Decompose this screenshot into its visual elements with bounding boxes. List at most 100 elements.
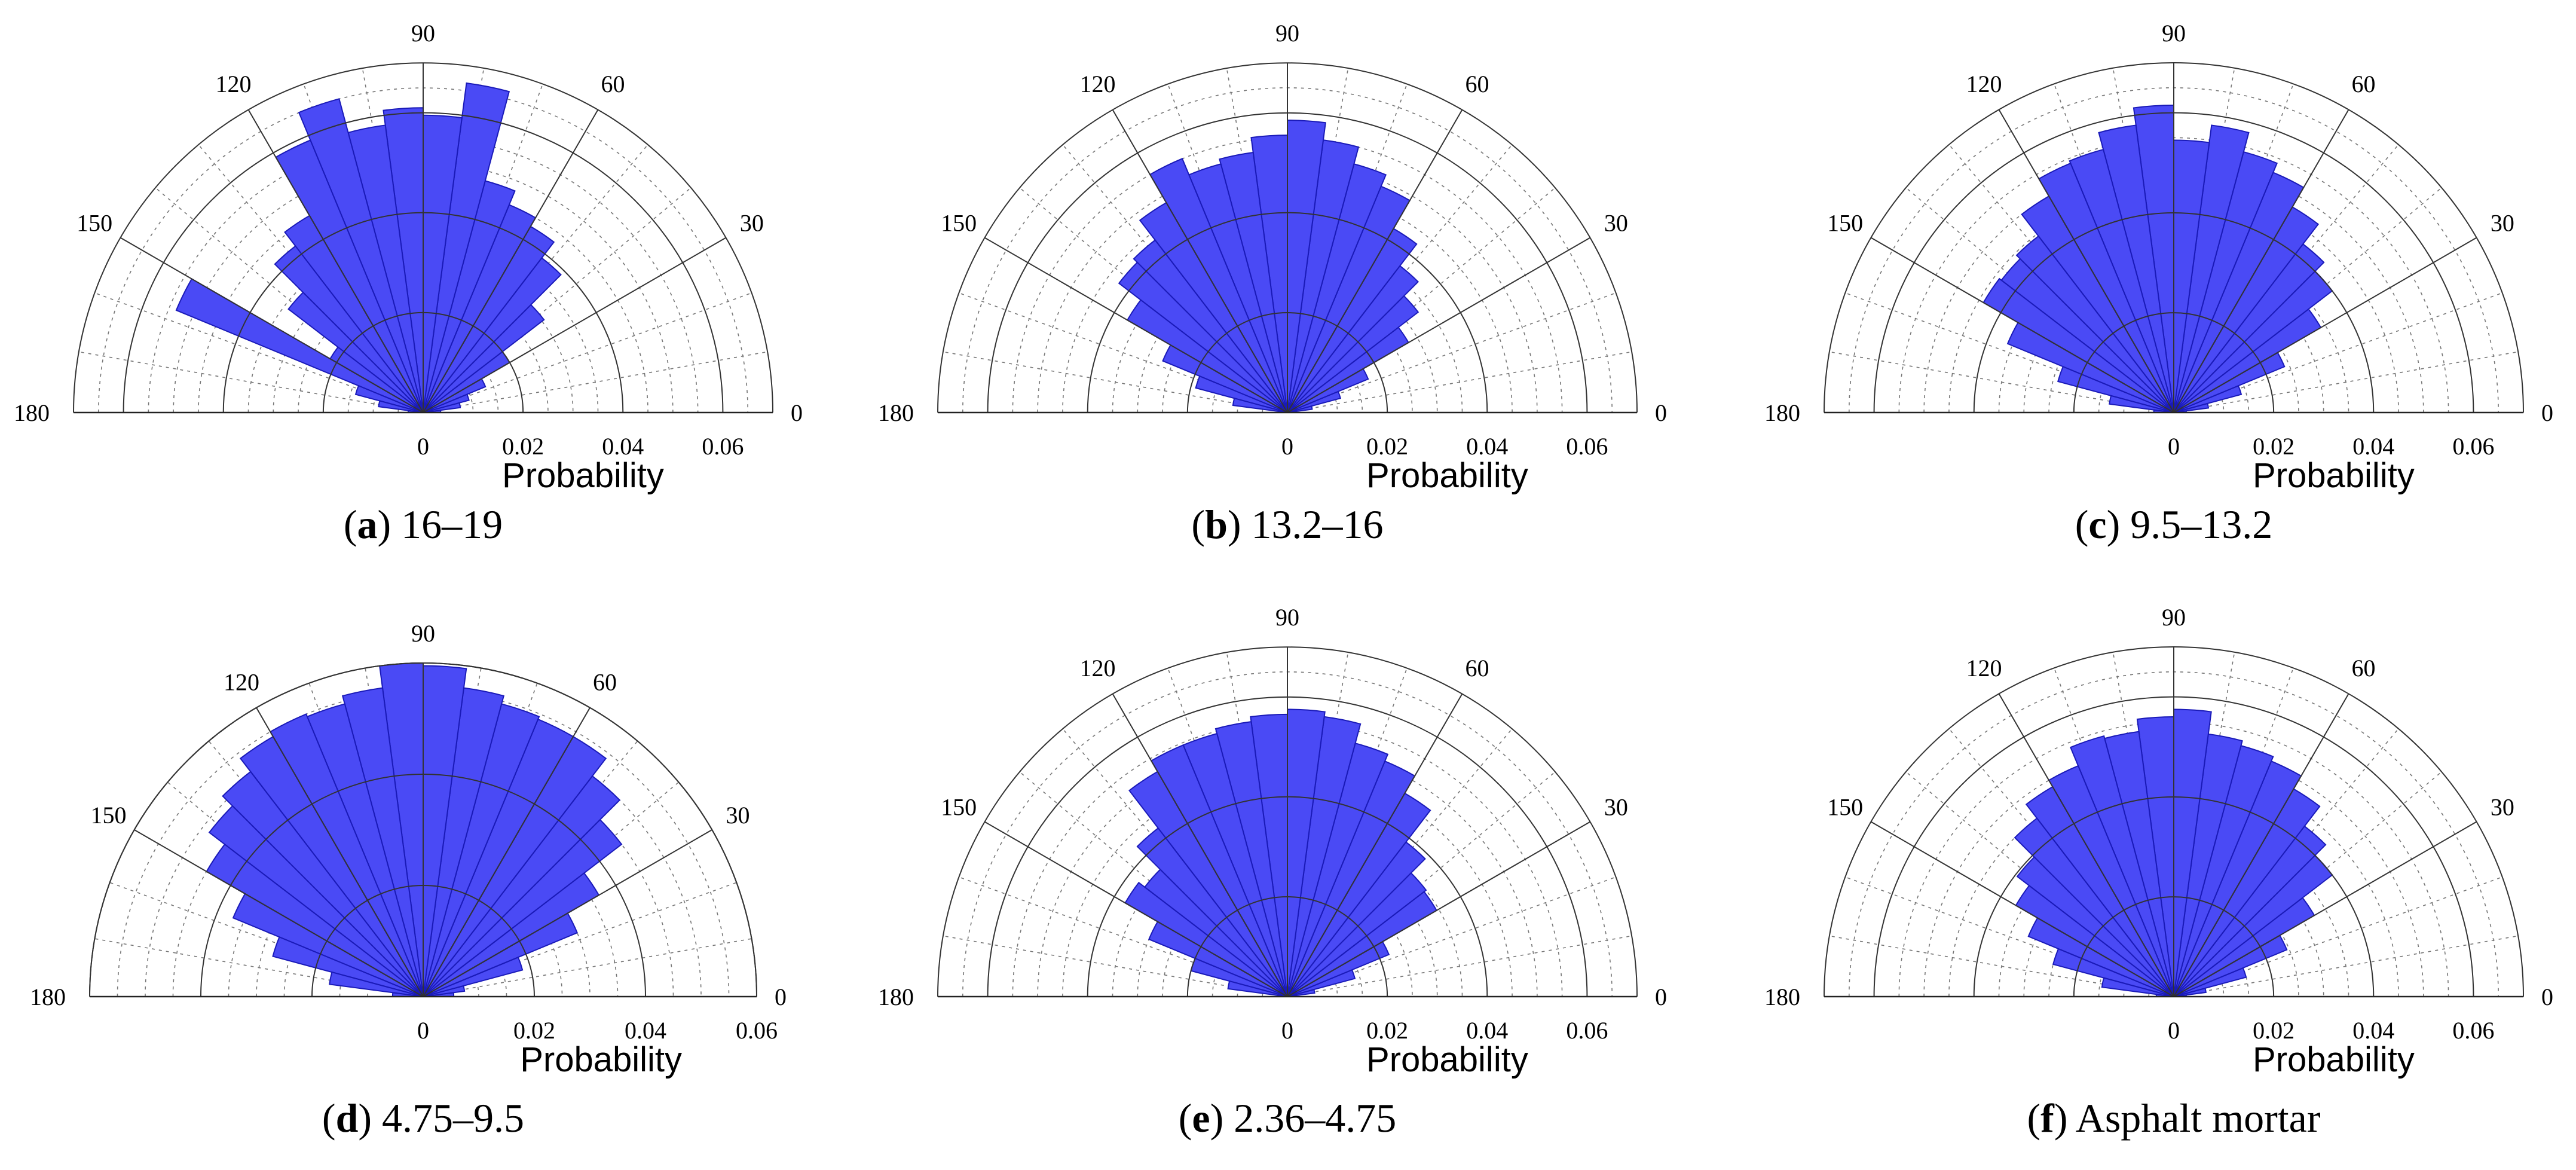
angle-tick-label: 90 [1275, 20, 1299, 47]
grid-ring-minor [1037, 746, 1538, 997]
grid-spoke-major [247, 109, 424, 413]
grid-spoke-major [423, 829, 712, 997]
angle-tick-label: 180 [30, 983, 66, 1010]
polar-bar [222, 771, 424, 997]
grid-ring-minor [145, 718, 702, 997]
radial-tick-label: 0.02 [513, 1017, 555, 1044]
grid-ring-minor [1923, 746, 2424, 997]
grid-spoke-major [134, 829, 424, 997]
grid-spoke-major [1287, 693, 1463, 997]
angle-tick-label: 90 [411, 620, 435, 647]
radial-tick-label: 0.04 [602, 433, 644, 460]
radial-tick-label: 0 [1281, 1017, 1293, 1044]
angle-tick-label: 180 [878, 983, 914, 1010]
grid-spoke-major [1998, 109, 2174, 413]
polar-bar [298, 98, 424, 413]
polar-bar [2016, 856, 2174, 997]
radial-tick-label: 0.06 [2452, 1017, 2494, 1044]
polar-panel-e: 0 30 60 90 120 150 180 0 0.02 0.04 0.06 Probability… [878, 604, 1667, 1141]
angle-tick-label: 30 [1604, 210, 1628, 237]
panel-caption: (a) 16–19 [344, 502, 503, 547]
radial-tick-label: 0.02 [1366, 1017, 1408, 1044]
grid-spoke-minor [423, 292, 752, 413]
angle-tick-label: 150 [941, 794, 977, 821]
polar-bar [1227, 980, 1288, 997]
grid-spoke-minor [2173, 935, 2519, 997]
grid-spoke-minor [109, 882, 424, 997]
radial-tick-label: 0.04 [625, 1017, 666, 1044]
grid-spoke-minor [2173, 351, 2519, 413]
polar-bar [1133, 239, 1288, 413]
axis-label: Probability [1366, 1040, 1528, 1079]
polar-bar [2101, 977, 2174, 997]
polar-bar [1136, 827, 1288, 997]
angle-tick-label: 0 [1655, 983, 1667, 1010]
angle-tick-label: 0 [1655, 399, 1667, 426]
polar-panel-c: 0 30 60 90 120 150 180 0 0.02 0.04 0.06 Probability… [1764, 20, 2553, 547]
angle-tick-label: 120 [216, 71, 252, 97]
radial-tick-label: 0.02 [2253, 1017, 2294, 1044]
angle-tick-label: 90 [1275, 604, 1299, 631]
grid-spoke-minor [423, 351, 768, 413]
angle-tick-label: 180 [1764, 983, 1800, 1010]
polar-bar [2014, 817, 2174, 997]
panel-caption: (e) 2.36–4.75 [1179, 1095, 1397, 1141]
grid-spoke-major [256, 707, 424, 997]
grid-spoke-minor [94, 938, 424, 997]
polar-bar [272, 936, 424, 997]
radial-tick-label: 0.04 [2352, 433, 2394, 460]
angle-tick-label: 0 [791, 399, 803, 426]
polar-bar [2069, 735, 2174, 997]
angle-tick-label: 60 [593, 668, 617, 695]
grid-spoke-major [1287, 109, 1463, 413]
grid-spoke-minor [423, 882, 737, 997]
grid-spoke-major [1287, 821, 1591, 997]
angle-tick-label: 0 [2541, 983, 2553, 1010]
angle-tick-label: 180 [14, 399, 50, 426]
grid-spoke-major [1112, 693, 1288, 997]
radial-tick-label: 0.02 [502, 433, 544, 460]
grid-spoke-major [423, 109, 599, 413]
angle-tick-label: 150 [1827, 794, 1863, 821]
angle-tick-label: 120 [1080, 655, 1116, 682]
polar-bar [354, 384, 424, 413]
radial-tick-label: 0.06 [736, 1017, 778, 1044]
polar-bar [2109, 395, 2174, 413]
panel-caption: (c) 9.5–13.2 [2075, 502, 2273, 547]
angle-tick-label: 60 [1466, 71, 1489, 97]
grid-spoke-minor [423, 938, 752, 997]
polar-bar [287, 291, 424, 413]
angle-tick-label: 120 [1080, 71, 1116, 97]
radial-tick-label: 0.04 [1466, 1017, 1508, 1044]
angle-tick-label: 90 [2162, 20, 2186, 47]
angle-tick-label: 120 [1966, 71, 2002, 97]
polar-bar [1118, 261, 1288, 413]
angle-tick-label: 180 [1764, 399, 1800, 426]
grid-spoke-major [2173, 109, 2349, 413]
radial-tick-label: 0 [2168, 433, 2180, 460]
grid-spoke-major [423, 237, 727, 413]
grid-spoke-minor [1287, 935, 1632, 997]
radial-tick-label: 0 [1281, 433, 1293, 460]
polar-bar [378, 400, 424, 413]
angle-tick-label: 150 [941, 210, 977, 237]
axis-label: Probability [502, 456, 664, 495]
grid-spoke-minor [1287, 351, 1632, 413]
grid-ring-minor [117, 690, 730, 997]
grid-spoke-minor [1287, 292, 1616, 413]
angle-tick-label: 60 [2352, 655, 2376, 682]
panel-caption: (b) 13.2–16 [1191, 502, 1383, 547]
grid-spoke-major [2173, 821, 2477, 997]
grid-spoke-major [2173, 237, 2477, 413]
grid-spoke-major [1870, 821, 2174, 997]
radial-tick-label: 0.04 [2352, 1017, 2394, 1044]
radial-tick-label: 0.06 [1566, 433, 1608, 460]
grid-spoke-major [1287, 237, 1591, 413]
polar-panel-d: 0 30 60 90 120 150 180 0 0.02 0.04 0.06 Probability… [30, 620, 787, 1141]
grid-spoke-major [423, 707, 591, 997]
grid-spoke-major [1998, 693, 2174, 997]
radial-tick-label: 0.06 [1566, 1017, 1608, 1044]
polar-bar [2052, 948, 2174, 997]
angle-tick-label: 60 [1466, 655, 1489, 682]
